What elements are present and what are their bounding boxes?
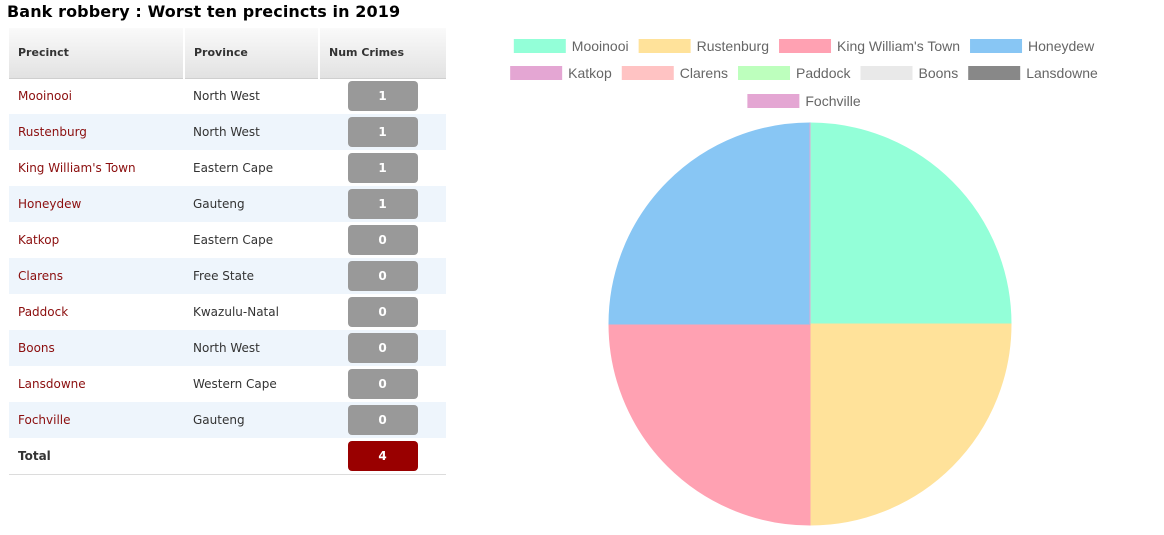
legend-label[interactable]: Paddock (796, 65, 851, 81)
precinct-cell[interactable]: Clarens (9, 258, 184, 294)
province-cell: Western Cape (184, 366, 319, 402)
table-row: King William's Town Eastern Cape 1 (9, 150, 446, 186)
count-badge: 0 (347, 225, 418, 255)
count-cell: 1 (319, 186, 446, 222)
precinct-cell[interactable]: Honeydew (9, 186, 184, 222)
count-badge: 1 (347, 153, 418, 183)
count-badge: 0 (347, 297, 418, 327)
count-cell: 0 (319, 258, 446, 294)
total-count-badge: 4 (347, 440, 418, 471)
precinct-cell[interactable]: Katkop (9, 222, 184, 258)
count-cell: 0 (319, 294, 446, 330)
total-label: Total (9, 438, 184, 475)
legend-label[interactable]: King William's Town (837, 38, 960, 54)
precinct-cell[interactable]: Paddock (9, 294, 184, 330)
legend-label[interactable]: Rustenburg (697, 38, 769, 54)
legend-swatch[interactable] (738, 66, 791, 80)
total-count-cell: 4 (319, 438, 446, 475)
legend-label[interactable]: Mooinooi (572, 38, 629, 54)
table-row: Paddock Kwazulu-Natal 0 (9, 294, 446, 330)
pie-slice[interactable] (608, 122, 811, 325)
pie-slices (608, 122, 1012, 526)
column-header-province[interactable]: Province (184, 28, 320, 79)
count-cell: 0 (319, 366, 446, 402)
province-cell: Kwazulu-Natal (184, 294, 319, 330)
column-header-precinct[interactable]: Precinct (9, 28, 185, 79)
count-cell: 1 (319, 150, 446, 186)
province-cell: Free State (184, 258, 319, 294)
table-row: Katkop Eastern Cape 0 (9, 222, 446, 258)
province-cell: North West (184, 78, 319, 114)
legend-swatch[interactable] (513, 39, 566, 53)
chart-legend: Mooinooi Rustenburg King William's Town Hon… (510, 38, 1098, 109)
count-badge: 1 (347, 117, 418, 147)
table-header-row: Precinct Province Num Crimes (9, 28, 446, 79)
province-cell: North West (184, 330, 319, 366)
total-province-empty (184, 438, 319, 475)
count-cell: 1 (319, 114, 446, 150)
legend-swatch[interactable] (970, 39, 1023, 53)
column-header-num-crimes[interactable]: Num Crimes (319, 28, 446, 79)
count-cell: 0 (319, 402, 446, 438)
count-cell: 1 (319, 78, 446, 114)
legend-swatch[interactable] (510, 66, 563, 80)
legend-swatch[interactable] (621, 66, 674, 80)
province-cell: Eastern Cape (184, 150, 319, 186)
table-row: Honeydew Gauteng 1 (9, 186, 446, 222)
legend-swatch[interactable] (638, 39, 691, 53)
table-row: Rustenburg North West 1 (9, 114, 446, 150)
precinct-cell[interactable]: Lansdowne (9, 366, 184, 402)
page-title: Bank robbery : Worst ten precincts in 20… (7, 2, 401, 21)
legend-swatch[interactable] (747, 94, 800, 108)
crime-table: Precinct Province Num Crimes Mooinooi Nor… (9, 28, 446, 475)
province-cell: Eastern Cape (184, 222, 319, 258)
count-badge: 0 (347, 405, 418, 435)
province-cell: North West (184, 114, 319, 150)
legend-swatch[interactable] (968, 66, 1021, 80)
count-badge: 1 (347, 81, 418, 112)
pie-slice[interactable] (608, 323, 811, 526)
precinct-cell[interactable]: Rustenburg (9, 114, 184, 150)
precinct-cell[interactable]: Fochville (9, 402, 184, 438)
count-badge: 0 (347, 333, 418, 363)
table-total-row: Total 4 (9, 438, 446, 475)
legend-label[interactable]: Honeydew (1028, 38, 1095, 54)
count-badge: 0 (347, 369, 418, 399)
legend-label[interactable]: Katkop (568, 65, 612, 81)
legend-label[interactable]: Fochville (805, 93, 860, 109)
table-body: Mooinooi North West 1 Rustenburg North West 1… (9, 78, 446, 438)
count-badge: 1 (347, 189, 418, 219)
legend-label[interactable]: Boons (919, 65, 959, 81)
precinct-cell[interactable]: Boons (9, 330, 184, 366)
table-row: Mooinooi North West 1 (9, 78, 446, 114)
count-cell: 0 (319, 222, 446, 258)
province-cell: Gauteng (184, 402, 319, 438)
province-cell: Gauteng (184, 186, 319, 222)
legend-swatch[interactable] (779, 39, 832, 53)
precinct-cell[interactable]: King William's Town (9, 150, 184, 186)
count-badge: 0 (347, 261, 418, 291)
table-row: Fochville Gauteng 0 (9, 402, 446, 438)
table-row: Lansdowne Western Cape 0 (9, 366, 446, 402)
legend-label[interactable]: Clarens (680, 65, 728, 81)
count-cell: 0 (319, 330, 446, 366)
table-row: Boons North West 0 (9, 330, 446, 366)
legend-label[interactable]: Lansdowne (1026, 65, 1098, 81)
pie-slice[interactable] (809, 323, 1012, 526)
precinct-cell[interactable]: Mooinooi (9, 78, 184, 114)
table-row: Clarens Free State 0 (9, 258, 446, 294)
legend-swatch[interactable] (860, 66, 913, 80)
pie-slice[interactable] (809, 122, 1012, 325)
